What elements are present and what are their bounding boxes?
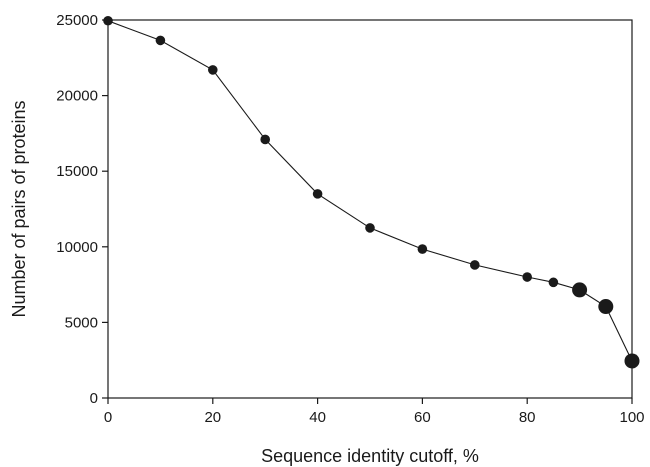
data-point (155, 35, 166, 46)
x-tick-label: 100 (619, 409, 644, 426)
y-tick-label: 5000 (65, 314, 98, 331)
y-axis-title: Number of pairs of proteins (9, 100, 29, 317)
y-axis-ticks: 0 5000 10000 15000 20000 25000 (56, 12, 108, 407)
data-point (522, 272, 532, 282)
x-tick-label: 60 (414, 409, 431, 426)
data-point (624, 353, 640, 369)
data-point (312, 189, 323, 199)
data-point (572, 282, 588, 298)
x-axis-ticks: 0 20 40 60 80 100 (104, 398, 645, 426)
data-point (260, 134, 271, 145)
y-tick-label: 10000 (56, 239, 98, 256)
y-tick-label: 15000 (56, 163, 98, 180)
x-tick-label: 0 (104, 409, 112, 426)
x-tick-label: 40 (309, 409, 326, 426)
x-axis-title: Sequence identity cutoff, % (261, 446, 479, 466)
data-point (103, 15, 113, 26)
plot-frame (107, 19, 633, 399)
x-tick-label: 80 (519, 409, 536, 426)
data-points (103, 15, 640, 369)
series-line (107, 20, 633, 362)
data-point (548, 277, 559, 288)
y-tick-label: 20000 (56, 88, 98, 105)
y-tick-label: 25000 (56, 12, 98, 29)
y-tick-label: 0 (90, 390, 98, 407)
x-tick-label: 20 (204, 409, 221, 426)
data-point (598, 299, 614, 315)
data-point (208, 65, 218, 75)
data-point (470, 260, 480, 270)
data-point (365, 223, 375, 233)
data-point (417, 244, 428, 254)
